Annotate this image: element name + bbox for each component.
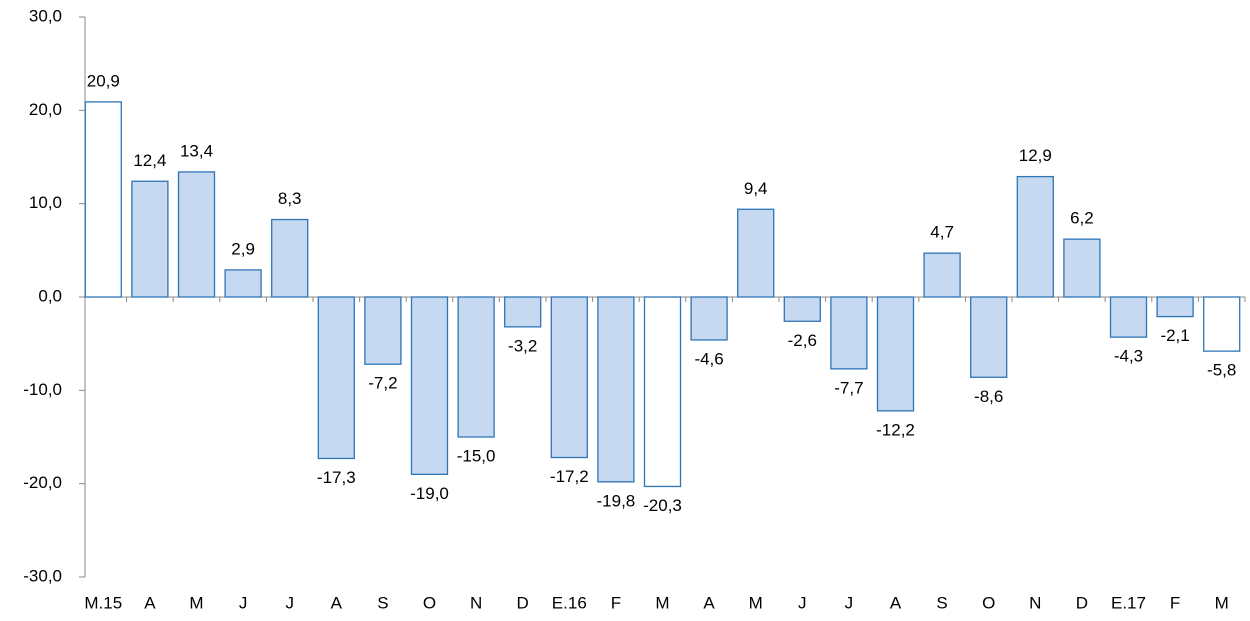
x-tick-label: M: [189, 593, 203, 612]
bar: [1203, 296, 1241, 352]
bar: [690, 296, 728, 341]
value-label: 13,4: [180, 141, 213, 160]
bar: [224, 269, 262, 298]
x-tick-label: N: [470, 593, 482, 612]
bar: [364, 296, 402, 365]
y-tick-label: 10,0: [29, 193, 62, 212]
bar: [876, 296, 915, 412]
x-tick-label: S: [936, 593, 947, 612]
x-tick-label: J: [285, 593, 294, 612]
bar: [1109, 296, 1148, 338]
x-tick-label: J: [845, 593, 854, 612]
x-tick-label: J: [239, 593, 248, 612]
x-tick-label: D: [517, 593, 529, 612]
value-label: 12,9: [1019, 146, 1052, 165]
y-tick-label: -20,0: [23, 473, 62, 492]
value-label: -7,7: [834, 378, 863, 397]
bar: [457, 296, 495, 438]
x-tick-label: M: [749, 593, 763, 612]
bar: [84, 101, 122, 298]
x-tick-label: F: [611, 593, 621, 612]
value-label: -2,6: [788, 331, 817, 350]
x-tick-label: O: [423, 593, 436, 612]
bar: [177, 171, 216, 298]
bar: [923, 252, 961, 298]
x-tick-label: M: [655, 593, 669, 612]
value-label: -17,3: [317, 468, 356, 487]
x-tick-label: J: [798, 593, 807, 612]
value-label: 4,7: [930, 223, 954, 242]
x-tick-label: S: [377, 593, 388, 612]
value-label: -3,2: [508, 336, 537, 355]
x-tick-label: A: [890, 593, 902, 612]
x-tick-label: D: [1076, 593, 1088, 612]
value-label: -4,3: [1114, 347, 1143, 366]
bar: [317, 296, 355, 460]
value-label: -7,2: [368, 374, 397, 393]
value-label: 9,4: [744, 179, 768, 198]
value-label: -20,3: [643, 496, 682, 515]
bar: [271, 218, 309, 298]
x-tick-label: M.15: [84, 593, 122, 612]
value-label: 12,4: [133, 151, 166, 170]
y-tick-label: -30,0: [23, 566, 62, 585]
value-label: -2,1: [1160, 326, 1189, 345]
value-label: -19,8: [597, 491, 636, 510]
x-tick-label: N: [1029, 593, 1041, 612]
bar: [830, 296, 868, 370]
value-label: -4,6: [694, 349, 723, 368]
x-tick-label: O: [982, 593, 995, 612]
x-tick-label: E.16: [552, 593, 587, 612]
bar: [597, 296, 635, 483]
x-tick-label: F: [1170, 593, 1180, 612]
x-tick-label: A: [331, 593, 343, 612]
value-label: 8,3: [278, 189, 302, 208]
bar: [1156, 296, 1194, 318]
x-tick-label: A: [144, 593, 156, 612]
value-label: -19,0: [410, 484, 449, 503]
value-label: 6,2: [1070, 209, 1094, 228]
bar: [550, 296, 588, 459]
value-label: 2,9: [231, 239, 255, 258]
value-label: -8,6: [974, 387, 1003, 406]
value-label: -15,0: [457, 446, 496, 465]
y-tick-label: -10,0: [23, 380, 62, 399]
bar: [1063, 238, 1101, 298]
bar: [410, 296, 449, 475]
value-label: -12,2: [876, 420, 915, 439]
value-label: -17,2: [550, 467, 589, 486]
bar: [783, 296, 821, 322]
bar: [504, 296, 542, 328]
x-tick-label: A: [703, 593, 715, 612]
bar: [131, 180, 169, 298]
x-tick-label: E.17: [1111, 593, 1146, 612]
bar: [1016, 175, 1054, 298]
y-tick-label: 20,0: [29, 100, 62, 119]
value-label: 20,9: [87, 71, 120, 90]
y-tick-label: 30,0: [29, 6, 62, 25]
bar: [643, 296, 682, 488]
value-label: -5,8: [1207, 361, 1236, 380]
y-tick-label: 0,0: [38, 286, 62, 305]
bar: [737, 208, 775, 298]
x-tick-label: M: [1215, 593, 1229, 612]
bar: [970, 296, 1008, 378]
